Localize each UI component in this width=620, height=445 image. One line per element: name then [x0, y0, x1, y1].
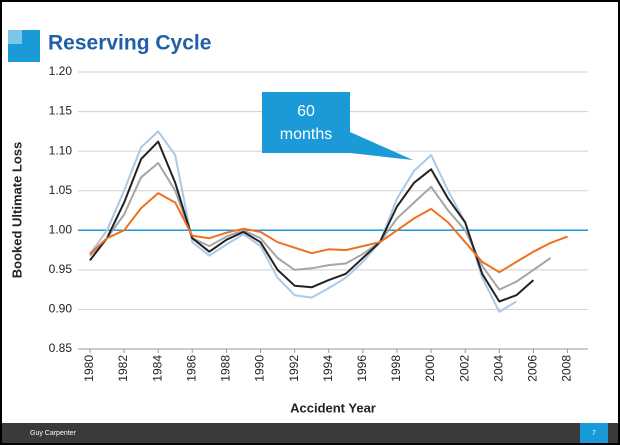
x-tick-label: 2006	[526, 355, 540, 382]
y-tick-label: 0.85	[49, 341, 73, 355]
series-line	[89, 130, 517, 313]
y-tick-label: 0.95	[49, 262, 73, 276]
page-number: 7	[592, 430, 596, 437]
callout-text: months	[280, 126, 332, 143]
y-tick-label: 1.10	[49, 143, 73, 157]
y-tick-label: 1.20	[49, 64, 73, 78]
x-axis-label: Accident Year	[290, 400, 376, 415]
x-tick-label: 1988	[219, 355, 233, 382]
series-line	[89, 140, 535, 303]
y-tick-label: 1.15	[49, 104, 73, 118]
x-tick-label: 1996	[355, 355, 369, 382]
footer-bar	[2, 423, 618, 443]
x-tick-label: 1994	[321, 355, 335, 382]
slide-title: Reserving Cycle	[48, 32, 211, 55]
x-tick-label: 2008	[560, 355, 574, 382]
x-tick-label: 1984	[150, 355, 164, 382]
x-tick-label: 1986	[184, 355, 198, 382]
x-tick-label: 1980	[82, 355, 96, 382]
y-tick-label: 0.90	[49, 302, 73, 316]
x-tick-label: 1990	[253, 355, 267, 382]
x-tick-label: 2000	[423, 355, 437, 382]
callout-text: 60	[297, 103, 315, 120]
x-tick-label: 1998	[389, 355, 403, 382]
y-axis-label: Booked Ultimate Loss	[9, 142, 24, 279]
x-tick-label: 2004	[491, 355, 505, 382]
footer-source: Guy Carpenter	[30, 430, 77, 437]
x-tick-label: 2002	[457, 355, 471, 382]
y-tick-label: 1.05	[49, 183, 73, 197]
page-number-box	[580, 423, 608, 443]
x-tick-label: 1992	[287, 355, 301, 382]
callout	[262, 92, 413, 160]
series-line	[89, 192, 568, 274]
title-icon-accent	[8, 30, 22, 44]
y-tick-label: 1.00	[49, 222, 73, 236]
x-tick-label: 1982	[116, 355, 130, 382]
